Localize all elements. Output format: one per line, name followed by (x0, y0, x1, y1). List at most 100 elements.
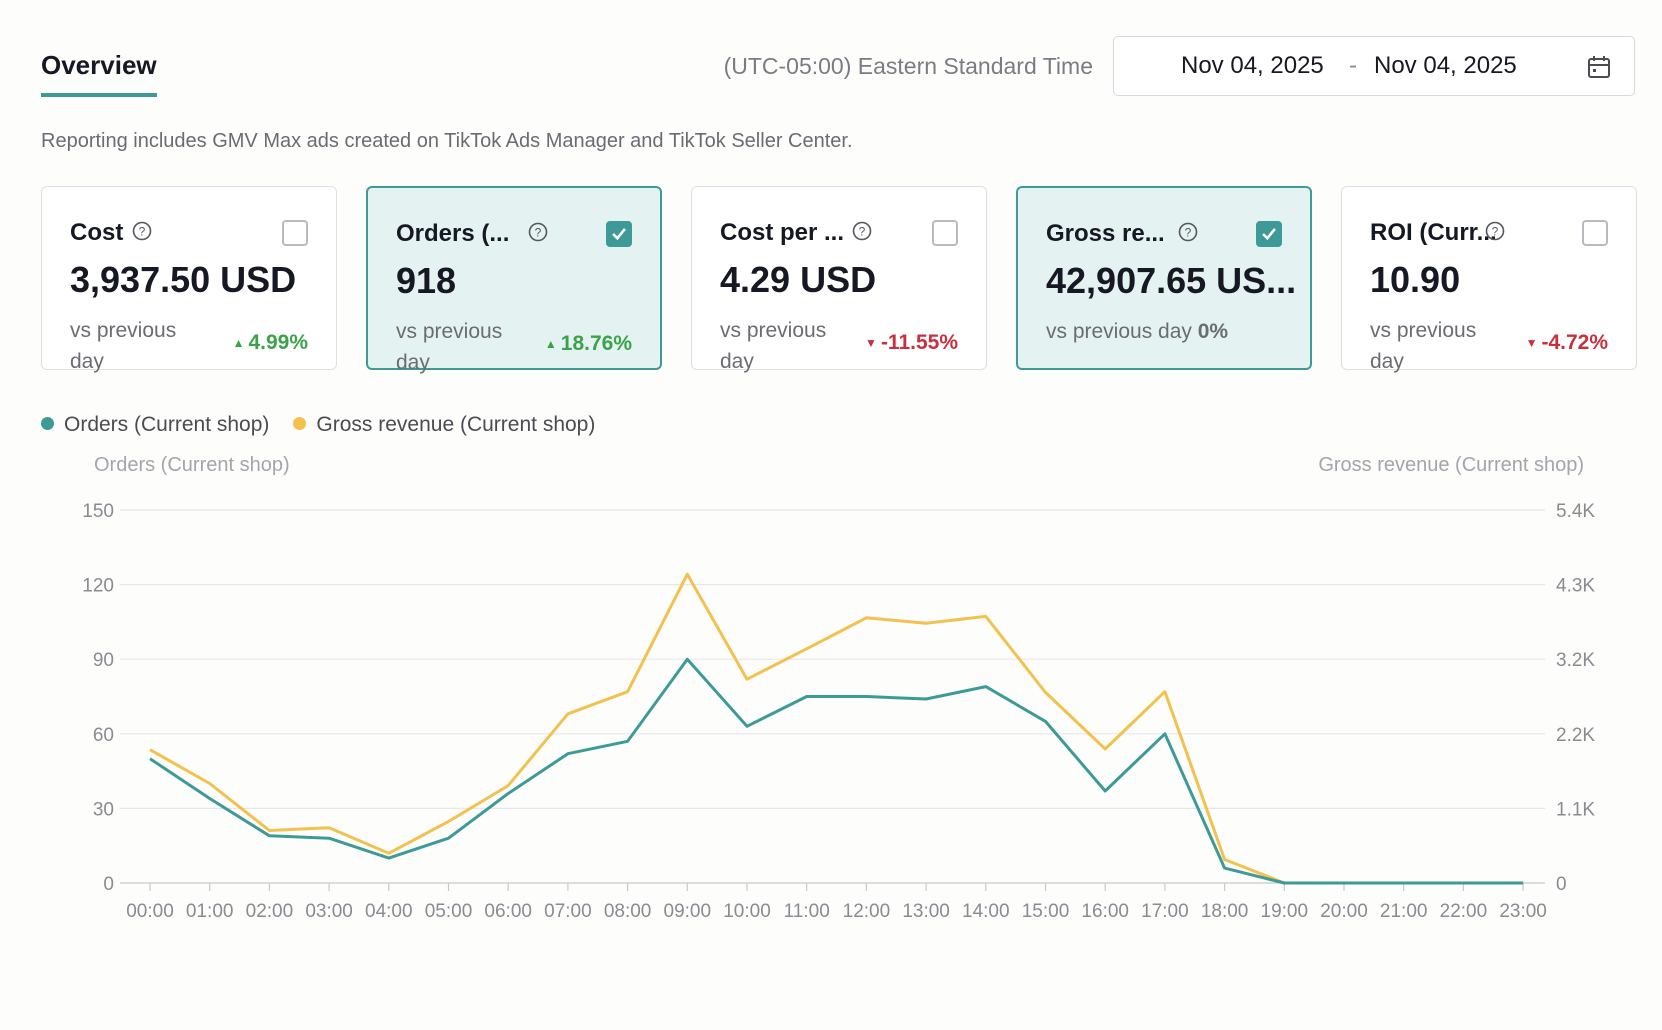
metric-card[interactable]: Gross re...? 42,907.65 US... vs previous d… (1016, 186, 1312, 370)
metric-value: 918 (396, 260, 457, 301)
x-tick-label: 19:00 (1261, 901, 1309, 922)
x-tick-label: 15:00 (1022, 901, 1070, 922)
x-tick-label: 05:00 (425, 901, 473, 922)
reporting-note: Reporting includes GMV Max ads created o… (41, 130, 853, 152)
timezone-label: (UTC-05:00) Eastern Standard Time (723, 53, 1093, 79)
x-tick-label: 22:00 (1440, 901, 1488, 922)
left-tick-label: 90 (93, 650, 114, 671)
x-tick-label: 13:00 (902, 901, 950, 922)
metric-card[interactable]: ROI (Curr...? 10.90 vs previous day ▼ -4.72% (1341, 186, 1637, 373)
metric-value: 3,937.50 USD (70, 259, 297, 300)
series-line (149, 657, 1524, 885)
legend-dot-icon (293, 417, 307, 430)
arrow-down-icon: ▼ (1525, 336, 1538, 350)
overview-header: Overview (UTC-05:00) Eastern Standard Ti… (41, 0, 1637, 110)
metric-value: 10.90 (1370, 259, 1461, 300)
svg-text:?: ? (1185, 226, 1192, 240)
x-tick-label: 06:00 (484, 901, 532, 922)
metric-change: 0% (1197, 320, 1229, 343)
legend-item[interactable]: Gross revenue (Current shop) (293, 413, 595, 437)
arrow-up-icon: ▲ (232, 336, 245, 350)
line-chart: Orders (Current shop) Gross revenue (Curr… (82, 454, 1595, 922)
metric-change: ▼ -11.55% (865, 331, 958, 354)
metric-checkbox[interactable] (1582, 220, 1608, 246)
help-icon[interactable]: ? (528, 222, 548, 242)
metric-value: 42,907.65 US... (1046, 260, 1297, 301)
comparison-label: vs previous day 0% (1046, 320, 1229, 343)
x-tick-label: 12:00 (843, 901, 891, 922)
comparison-label: vs previous day (720, 319, 827, 373)
right-axis-title: Gross revenue (Current shop) (1318, 454, 1584, 476)
right-tick-label: 1.1K (1556, 799, 1595, 820)
x-tick-label: 18:00 (1201, 901, 1249, 922)
legend-label: Orders (Current shop) (64, 413, 270, 436)
help-icon[interactable]: ? (1485, 221, 1505, 241)
help-icon[interactable]: ? (852, 221, 872, 241)
tab-overview[interactable]: Overview (41, 50, 157, 97)
metric-label: ROI (Curr... (1370, 219, 1497, 246)
x-tick-label: 09:00 (664, 901, 712, 922)
metric-label: Orders (... (396, 220, 510, 247)
x-tick-label: 14:00 (962, 901, 1010, 922)
comparison-label: vs previous day (396, 320, 503, 374)
right-tick-label: 4.3K (1556, 576, 1595, 597)
chart-legend: Orders (Current shop) Gross revenue (Curr… (41, 413, 619, 437)
metric-card[interactable]: Orders (...? 918 vs previous day ▲ 18.76% (366, 186, 662, 374)
arrow-down-icon: ▼ (865, 336, 877, 350)
date-start[interactable]: Nov 04, 2025 (1181, 52, 1324, 79)
x-tick-label: 17:00 (1141, 901, 1189, 922)
legend-item[interactable]: Orders (Current shop) (41, 413, 269, 437)
metric-checkbox[interactable] (1256, 221, 1282, 247)
metric-change: ▼ -4.72% (1525, 331, 1608, 354)
metric-label: Cost (70, 219, 124, 246)
x-tick-label: 00:00 (126, 901, 174, 922)
legend-label: Gross revenue (Current shop) (316, 413, 596, 436)
comparison-label: vs previous day (70, 319, 177, 373)
x-tick-label: 01:00 (186, 901, 234, 922)
svg-text:?: ? (139, 225, 146, 239)
right-tick-label: 0 (1556, 874, 1567, 895)
x-tick-label: 23:00 (1499, 901, 1547, 922)
help-icon[interactable]: ? (1178, 222, 1198, 242)
metric-card[interactable]: Cost per ...? 4.29 USD vs previous day ▼ -11… (691, 186, 987, 373)
comparison-label: vs previous day (1370, 319, 1477, 373)
left-tick-label: 0 (103, 874, 114, 895)
x-tick-label: 07:00 (544, 901, 592, 922)
legend-dot-icon (41, 417, 54, 430)
help-icon[interactable]: ? (132, 221, 152, 241)
x-tick-label: 02:00 (246, 901, 294, 922)
metric-change: ▲ 18.76% (544, 332, 632, 355)
left-tick-label: 120 (82, 576, 114, 597)
metric-label: Cost per ... (720, 219, 845, 246)
svg-text:?: ? (535, 226, 542, 240)
metric-checkbox[interactable] (932, 220, 958, 246)
right-tick-label: 5.4K (1556, 501, 1595, 522)
metric-value: 4.29 USD (720, 259, 877, 300)
metric-checkbox[interactable] (282, 220, 308, 246)
right-tick-label: 3.2K (1556, 650, 1595, 671)
series-line (149, 572, 1524, 885)
metric-label: Gross re... (1046, 220, 1165, 247)
arrow-up-icon: ▲ (544, 337, 557, 351)
x-tick-label: 11:00 (784, 901, 830, 922)
x-tick-label: 08:00 (604, 901, 652, 922)
metric-card[interactable]: Cost? 3,937.50 USD vs previous day ▲ 4.99% (41, 186, 337, 373)
x-tick-label: 03:00 (305, 901, 353, 922)
x-tick-label: 10:00 (723, 901, 771, 922)
calendar-icon[interactable] (1586, 54, 1612, 80)
date-range-picker[interactable]: Nov 04, 2025 - Nov 04, 2025 (1113, 36, 1635, 96)
left-tick-label: 30 (93, 799, 114, 820)
right-tick-label: 2.2K (1556, 725, 1595, 746)
left-tick-label: 150 (82, 501, 114, 522)
metric-cards: Cost? 3,937.50 USD vs previous day ▲ 4.99% Or… (41, 186, 1637, 374)
x-tick-label: 16:00 (1081, 901, 1129, 922)
x-tick-label: 20:00 (1320, 901, 1368, 922)
date-separator: - (1349, 52, 1357, 79)
date-end[interactable]: Nov 04, 2025 (1374, 52, 1517, 79)
left-tick-label: 60 (93, 725, 114, 746)
metric-change: ▲ 4.99% (232, 331, 308, 354)
x-tick-label: 21:00 (1380, 901, 1428, 922)
svg-text:?: ? (859, 225, 866, 239)
metric-checkbox[interactable] (606, 221, 632, 247)
left-axis-title: Orders (Current shop) (94, 454, 290, 476)
